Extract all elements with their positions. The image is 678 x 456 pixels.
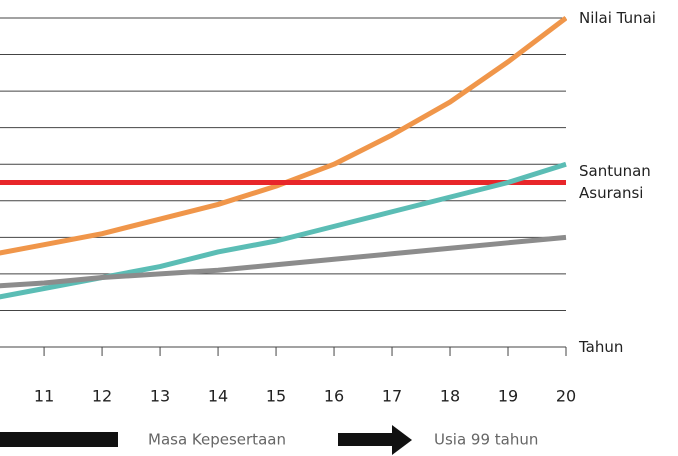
x-axis-label: Tahun	[579, 338, 624, 356]
annotation: Usia 99 tahun	[434, 431, 538, 449]
x-tick-label: 17	[382, 387, 402, 406]
x-tick-label: 13	[150, 387, 170, 406]
arrow-shaft	[338, 433, 394, 446]
x-tick-label: 16	[324, 387, 344, 406]
arrow-head	[392, 425, 412, 455]
series-label: Santunan Asuransi	[579, 162, 651, 202]
x-tick-label: 15	[266, 387, 286, 406]
bar-segment	[0, 432, 118, 447]
x-tick-label: 19	[498, 387, 518, 406]
x-tick-label: 12	[92, 387, 112, 406]
series-line	[0, 16, 567, 256]
annotation: Masa Kepesertaan	[148, 431, 286, 449]
x-tick-label: 18	[440, 387, 460, 406]
x-tick-label: 11	[34, 387, 54, 406]
x-tick-label: 14	[208, 387, 228, 406]
series-label: Nilai Tunai	[579, 9, 656, 27]
series-line	[0, 234, 567, 289]
x-tick-label: 20	[556, 387, 576, 406]
